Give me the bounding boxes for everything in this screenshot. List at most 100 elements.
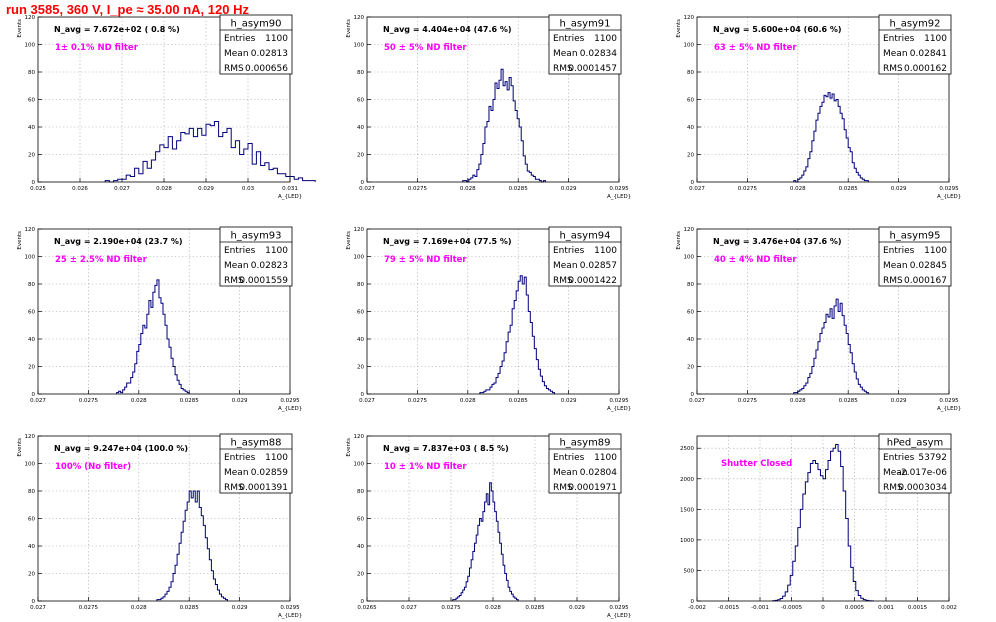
- stats-label: Entries: [883, 34, 915, 44]
- n-avg-label: N_avg = 2.190e+04 (23.7 %): [54, 237, 183, 246]
- histogram-panel-h_asym95: 0.027 0.0275 0.028 0.0285 0.029 0.0295 0 20 40 60…: [676, 226, 961, 412]
- filter-label: 10 ± 1% ND filter: [384, 462, 467, 472]
- histogram-series: [104, 121, 316, 183]
- n-avg-label: N_avg = 7.672e+02 ( 0.8 %): [54, 25, 180, 34]
- stats-value: 0.02841: [910, 49, 947, 59]
- filter-label: 63 ± 5% ND filter: [714, 43, 797, 53]
- x-tick-label: 0.0285: [509, 398, 529, 404]
- histogram-panel-h_asym88: 0.027 0.0275 0.028 0.0285 0.029 0.0295 0 20 40 60…: [17, 433, 302, 619]
- y-tick-label: 60: [28, 517, 35, 523]
- stats-value: 0.000656: [245, 64, 288, 74]
- y-tick-label: 60: [357, 310, 364, 316]
- filter-label: 100% (No filter): [55, 462, 131, 472]
- histogram-series: [793, 92, 869, 183]
- x-tick-label: 0.029: [561, 186, 577, 192]
- stats-value: 1100: [924, 246, 947, 256]
- x-tick-label: 0.0285: [525, 605, 545, 611]
- y-tick-label: 100: [25, 462, 36, 468]
- x-tick-label: 0.025: [30, 186, 46, 192]
- stats-label: Mean: [883, 49, 908, 59]
- y-axis-label: Events: [676, 231, 682, 250]
- y-axis-label: Events: [676, 19, 682, 38]
- y-tick-label: 20: [357, 365, 364, 371]
- x-tick-label: -0.0005: [781, 605, 803, 611]
- stats-value: 0.02859: [251, 468, 288, 478]
- histogram-panel-h_asym93: 0.027 0.0275 0.028 0.0285 0.029 0.0295 0 20 40 60…: [17, 226, 302, 412]
- stats-label: Entries: [553, 34, 585, 44]
- histogram-panel-h_asym90: 0.025 0.026 0.027 0.028 0.029 0.03 0.031 0 20 40 6…: [17, 14, 316, 200]
- stats-value: 0.0001457: [568, 64, 617, 74]
- x-axis-label: A_{LED}: [278, 406, 302, 412]
- histogram-series: [156, 490, 228, 601]
- y-tick-label: 0: [691, 180, 695, 186]
- histogram-name: hPed_asym: [887, 438, 944, 449]
- x-tick-label: 0.028: [156, 186, 172, 192]
- x-tick-label: 0.0295: [609, 605, 629, 611]
- stats-value: 1100: [265, 453, 288, 463]
- stats-box: [548, 14, 622, 75]
- x-tick-label: 0.029: [232, 398, 248, 404]
- y-tick-label: 100: [25, 255, 36, 261]
- stats-label: Mean: [553, 49, 578, 59]
- x-tick-label: 0.0295: [609, 186, 629, 192]
- y-tick-label: 500: [684, 568, 695, 574]
- stats-value: -2.017e-06: [898, 468, 948, 478]
- stats-box: [878, 226, 952, 287]
- stats-value: 0.000167: [904, 276, 947, 286]
- filter-label: 1± 0.1% ND filter: [55, 43, 139, 53]
- stats-label: RMS: [883, 276, 903, 286]
- y-tick-label: 0: [32, 599, 36, 605]
- stats-label: Mean: [883, 261, 908, 271]
- stats-label: Entries: [224, 34, 256, 44]
- x-tick-label: 0.002: [941, 605, 957, 611]
- x-tick-label: 0.027: [30, 605, 46, 611]
- x-axis-label: A_{LED}: [278, 613, 302, 619]
- stats-label: RMS: [553, 64, 573, 74]
- y-tick-label: 40: [28, 544, 35, 550]
- x-tick-label: 0.027: [689, 398, 705, 404]
- y-tick-label: 80: [28, 282, 35, 288]
- histogram-panel-hPed_asym: -0.002 -0.0015 -0.001 -0.0005 0 0.0005 0.001 0.…: [680, 433, 957, 611]
- x-tick-label: 0.001: [878, 605, 894, 611]
- histogram-panel-h_asym91: 0.027 0.0275 0.028 0.0285 0.029 0.0295 0 20 40 60…: [346, 14, 631, 200]
- histogram-panel-h_asym89: 0.0265 0.027 0.0275 0.028 0.0285 0.029 0.0295 0…: [346, 433, 631, 619]
- stats-label: RMS: [224, 276, 244, 286]
- y-tick-label: 120: [684, 227, 695, 233]
- x-tick-label: 0.027: [359, 186, 375, 192]
- filter-label: Shutter Closed: [721, 459, 792, 469]
- x-tick-label: 0.0295: [939, 398, 959, 404]
- stats-value: 0.0001971: [568, 483, 617, 493]
- x-tick-label: 0.029: [891, 398, 907, 404]
- histogram-panel-h_asym92: 0.027 0.0275 0.028 0.0285 0.029 0.0295 0 20 40 60…: [676, 14, 961, 200]
- y-tick-label: 80: [687, 282, 694, 288]
- histogram-name: h_asym90: [230, 19, 281, 30]
- x-axis-label: A_{LED}: [937, 406, 961, 412]
- stats-box: [548, 226, 622, 287]
- x-tick-label: 0.03: [242, 186, 255, 192]
- y-tick-label: 20: [357, 153, 364, 159]
- y-tick-label: 80: [357, 70, 364, 76]
- y-tick-label: 0: [32, 392, 36, 398]
- x-tick-label: 0.028: [790, 186, 806, 192]
- filter-label: 50 ± 5% ND filter: [384, 43, 467, 53]
- stats-value: 0.0001559: [239, 276, 288, 286]
- stats-value: 1100: [924, 34, 947, 44]
- stats-value: 0.02813: [251, 49, 288, 59]
- page-title: run 3585, 360 V, I_pe ≈ 35.00 nA, 120 Hz: [6, 2, 249, 17]
- stats-value: 0.02834: [580, 49, 617, 59]
- stats-label: Entries: [553, 246, 585, 256]
- y-tick-label: 40: [687, 125, 694, 131]
- x-tick-label: 0.0285: [509, 186, 529, 192]
- stats-value: 0.02823: [251, 261, 288, 271]
- x-tick-label: 0.029: [232, 605, 248, 611]
- stats-value: 1100: [265, 34, 288, 44]
- stats-label: RMS: [883, 64, 903, 74]
- stats-label: RMS: [224, 483, 244, 493]
- histogram-series: [793, 298, 869, 394]
- y-tick-label: 1500: [680, 507, 694, 513]
- histogram-series: [452, 482, 519, 601]
- y-axis-label: Events: [346, 231, 352, 250]
- y-axis-label: Events: [17, 438, 23, 457]
- y-tick-label: 100: [684, 43, 695, 49]
- stats-value: 1100: [265, 246, 288, 256]
